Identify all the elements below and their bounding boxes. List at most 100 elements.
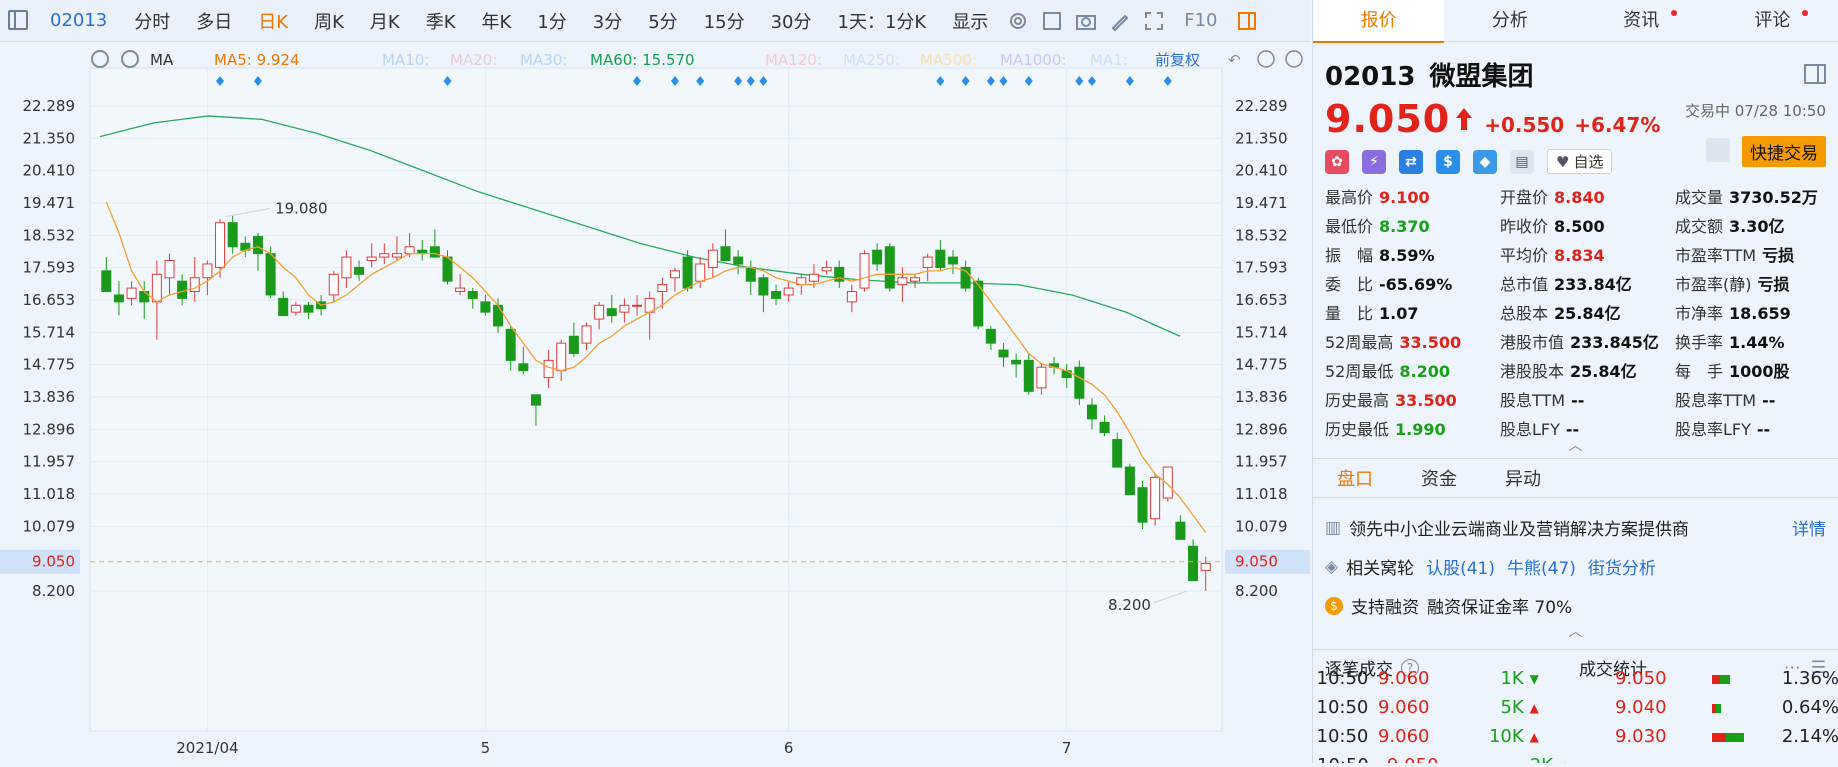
- hk-flag-icon[interactable]: ✿: [1325, 149, 1349, 174]
- candle-body[interactable]: [391, 253, 402, 258]
- period-tab[interactable]: 日K: [258, 11, 289, 33]
- watchlist-button[interactable]: ♥ 自选: [1547, 149, 1613, 174]
- candle-body[interactable]: [518, 363, 529, 372]
- candle-body[interactable]: [910, 277, 921, 282]
- indicator-ma250[interactable]: MA250:: [843, 51, 900, 69]
- period-tab[interactable]: 年K: [481, 11, 512, 33]
- period-tab[interactable]: 月K: [369, 11, 400, 33]
- event-marker[interactable]: [1125, 76, 1134, 86]
- candle-body[interactable]: [821, 266, 832, 272]
- indicator-adjust[interactable]: 前复权: [1155, 51, 1200, 69]
- candle-body[interactable]: [227, 222, 238, 248]
- collapse-stats-icon[interactable]: ︿: [1568, 438, 1583, 454]
- indicator-ma120[interactable]: MA120:: [765, 51, 822, 69]
- candle-body[interactable]: [1112, 439, 1123, 468]
- event-marker[interactable]: [670, 76, 679, 86]
- candle-body[interactable]: [594, 304, 605, 320]
- candle-body[interactable]: [985, 328, 996, 344]
- sidebar-toggle-icon[interactable]: [8, 10, 28, 30]
- candle-body[interactable]: [1074, 366, 1085, 399]
- event-marker[interactable]: [1024, 76, 1033, 86]
- quick-trade-button[interactable]: 快捷交易: [1742, 136, 1826, 167]
- candle-body[interactable]: [859, 253, 870, 289]
- candle-body[interactable]: [1124, 466, 1135, 496]
- candle-body[interactable]: [935, 249, 946, 268]
- event-marker[interactable]: [633, 76, 642, 86]
- candle-body[interactable]: [1162, 466, 1173, 499]
- candle-body[interactable]: [442, 256, 453, 282]
- candle-body[interactable]: [669, 270, 680, 279]
- candle-body[interactable]: [101, 270, 112, 293]
- candle-body[interactable]: [1188, 545, 1199, 582]
- indicator-ma1000[interactable]: MA1000:: [1000, 51, 1066, 69]
- stock-code[interactable]: 02013: [50, 10, 108, 31]
- indicator-ma60[interactable]: MA60: 15.570: [590, 51, 695, 69]
- candle-body[interactable]: [682, 256, 693, 289]
- indicator-ma500[interactable]: MA500:: [920, 51, 977, 69]
- candle-body[interactable]: [783, 287, 794, 296]
- collapse-panel-icon[interactable]: [1804, 64, 1826, 84]
- candle-body[interactable]: [606, 308, 617, 317]
- candle-body[interactable]: [113, 294, 124, 303]
- period-tab[interactable]: 1天：1分K: [837, 11, 927, 33]
- period-tab[interactable]: 1分: [537, 11, 567, 33]
- candle-body[interactable]: [202, 263, 213, 279]
- candle-body[interactable]: [341, 256, 352, 279]
- event-marker[interactable]: [999, 76, 1008, 86]
- close-indicator-icon[interactable]: [121, 50, 139, 68]
- period-tab[interactable]: 3分: [592, 11, 623, 33]
- panel-tab[interactable]: 资讯: [1576, 0, 1707, 42]
- indicator-ma20[interactable]: MA20:: [450, 51, 497, 69]
- candle-body[interactable]: [177, 280, 188, 299]
- fullscreen-icon[interactable]: [1143, 10, 1165, 32]
- candle-body[interactable]: [530, 394, 541, 406]
- candle-body[interactable]: [1011, 359, 1022, 365]
- candle-body[interactable]: [556, 342, 567, 372]
- candle-body[interactable]: [1200, 562, 1211, 571]
- candle-body[interactable]: [834, 266, 845, 282]
- candle-body[interactable]: [771, 291, 782, 299]
- event-marker[interactable]: [759, 76, 768, 86]
- candle-body[interactable]: [922, 256, 933, 268]
- indicator-ma10[interactable]: MA10:: [382, 51, 429, 69]
- candle-body[interactable]: [215, 222, 226, 268]
- candle-body[interactable]: [164, 260, 175, 279]
- indicator-ma_label[interactable]: MA: [150, 51, 174, 69]
- sub-tab[interactable]: 资金: [1421, 469, 1457, 490]
- cbbc-link[interactable]: 牛熊(47): [1506, 559, 1576, 579]
- event-marker[interactable]: [443, 76, 452, 86]
- candle-body[interactable]: [303, 304, 314, 313]
- document-icon[interactable]: ▤: [1510, 149, 1534, 174]
- candle-body[interactable]: [619, 304, 630, 313]
- pen-icon[interactable]: [1109, 10, 1131, 32]
- event-marker[interactable]: [696, 76, 705, 86]
- candle-body[interactable]: [139, 291, 150, 303]
- candle-body[interactable]: [404, 246, 415, 255]
- candle-body[interactable]: [960, 266, 971, 289]
- candle-body[interactable]: [568, 335, 579, 354]
- tag-icon[interactable]: ◆: [1473, 149, 1497, 174]
- period-tab[interactable]: 15分: [703, 11, 745, 33]
- candle-body[interactable]: [480, 301, 491, 313]
- candle-body[interactable]: [493, 304, 504, 327]
- candle-body[interactable]: [657, 284, 668, 293]
- event-marker[interactable]: [1075, 76, 1084, 86]
- candle-body[interactable]: [189, 277, 200, 293]
- plot-area[interactable]: [89, 67, 1223, 732]
- candle-body[interactable]: [884, 246, 895, 289]
- event-marker[interactable]: [734, 76, 743, 86]
- event-marker[interactable]: [936, 76, 945, 86]
- kline-chart[interactable]: MA MA5: 9.924 MA10: MA20: MA30: MA60: 15.570 M…: [0, 43, 1310, 763]
- panel-tab[interactable]: 分析: [1444, 0, 1575, 42]
- candle-body[interactable]: [973, 280, 984, 327]
- street-link[interactable]: 街货分析: [1587, 559, 1656, 579]
- period-tab[interactable]: 显示: [952, 11, 989, 33]
- candle-body[interactable]: [467, 291, 478, 299]
- candle-body[interactable]: [265, 253, 276, 296]
- candle-body[interactable]: [505, 328, 516, 361]
- gear-icon[interactable]: [1007, 10, 1029, 32]
- candle-body[interactable]: [1036, 366, 1047, 389]
- event-marker[interactable]: [986, 76, 995, 86]
- sub-tab[interactable]: 异动: [1505, 469, 1541, 490]
- panel-toggle-icon[interactable]: [1236, 10, 1258, 32]
